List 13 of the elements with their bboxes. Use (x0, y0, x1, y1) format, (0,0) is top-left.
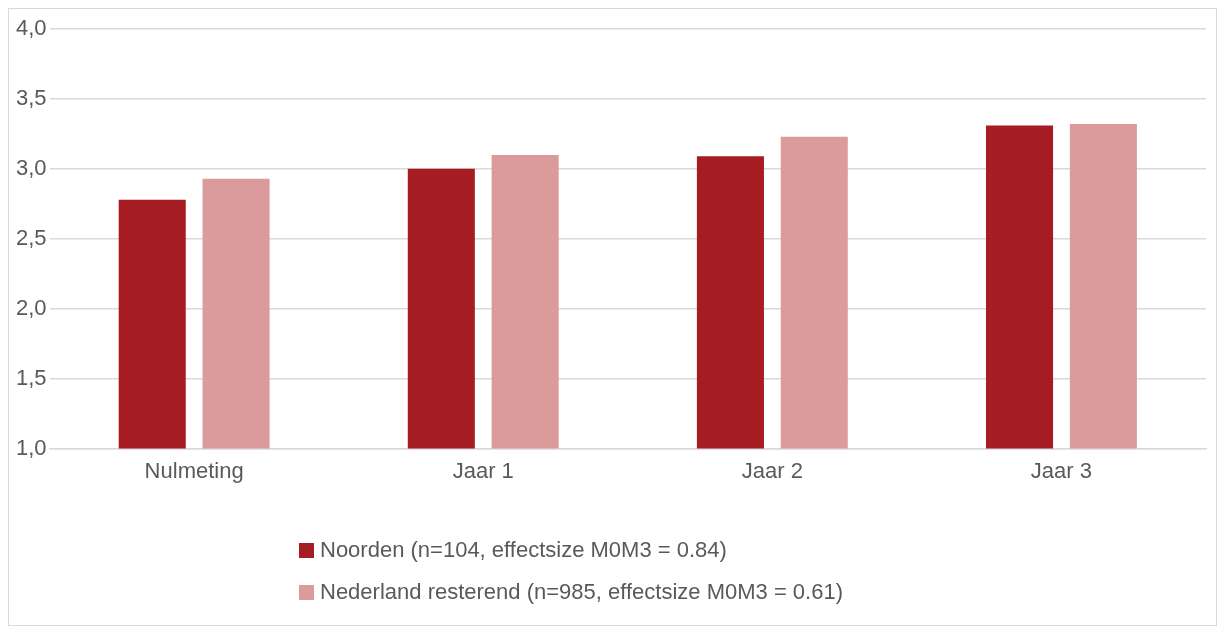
legend-label: Nederland resterend (n=985, effectsize M0M3 = 0.61) (320, 579, 844, 605)
x-tick-label: Jaar 2 (741, 457, 803, 483)
y-tick-label: 2,5 (15, 224, 47, 250)
y-tick-label: 1,5 (15, 364, 47, 390)
x-tick-label: Jaar 3 (1030, 457, 1093, 483)
y-tick-label: 1,0 (15, 434, 47, 460)
x-tick-label: Nulmeting (144, 457, 244, 483)
y-tick-label: 2,0 (15, 294, 47, 320)
y-tick-label: 4,0 (15, 15, 47, 41)
legend-label: Noorden (n=104, effectsize M0M3 = 0.84) (320, 537, 727, 563)
y-tick-label: 3,0 (15, 154, 47, 180)
y-tick-label: 3,5 (15, 85, 47, 110)
x-tick-label: Jaar 1 (452, 457, 514, 483)
